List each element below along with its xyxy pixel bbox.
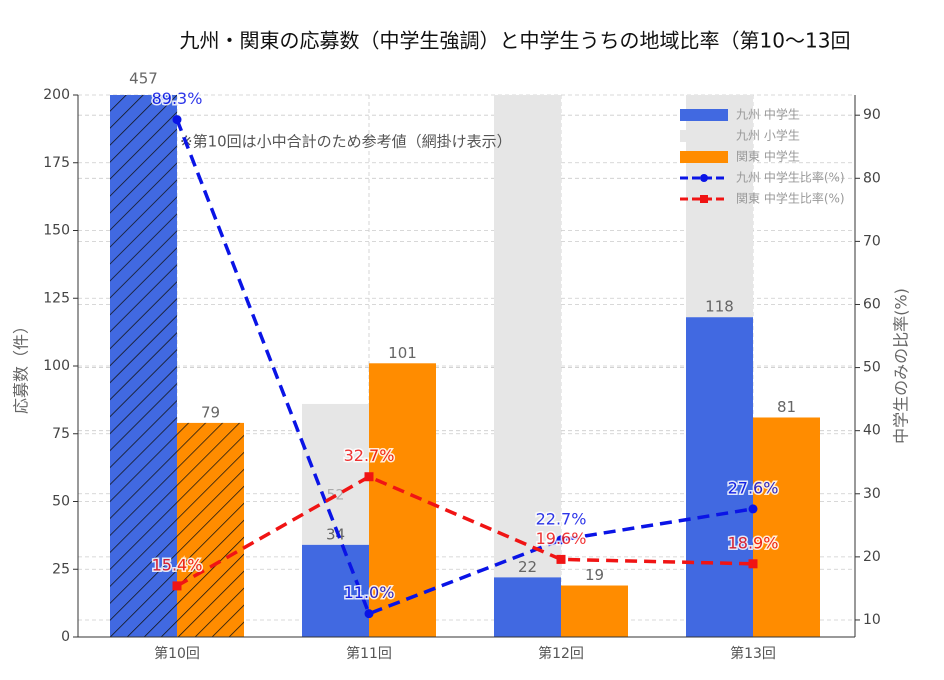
- line: [176, 474, 754, 588]
- line: [175, 118, 754, 616]
- marker: [172, 115, 182, 125]
- bar: [561, 585, 628, 637]
- legend-swatch: [680, 130, 728, 142]
- y2-tick-label: 10: [863, 612, 881, 628]
- line-value-label: 27.6%: [728, 478, 779, 497]
- marker: [748, 559, 758, 569]
- bar: [753, 417, 820, 637]
- bar-value-label: 457: [129, 70, 158, 88]
- y2-tick-label: 70: [863, 233, 881, 249]
- legend-label: 関東 中学生: [736, 149, 800, 164]
- marker: [556, 535, 566, 545]
- y-tick-label: 125: [43, 290, 70, 306]
- y2-tick-label: 20: [863, 549, 881, 565]
- bar: [302, 544, 369, 637]
- y-axis-label: 応募数（件）: [12, 318, 31, 414]
- y-tick-label: 0: [61, 629, 70, 645]
- y2-tick-label: 40: [863, 423, 881, 439]
- chart-title: 九州・関東の応募数（中学生強調）と中学生うちの地域比率（第10〜13回: [180, 29, 851, 53]
- bar-value-label: 34: [326, 525, 345, 543]
- y-tick-label: 100: [43, 358, 70, 374]
- y2-tick-label: 80: [863, 170, 881, 186]
- y2-tick-label: 60: [863, 296, 881, 312]
- y2-axis-label: 中学生のみの比率(%): [892, 288, 911, 444]
- bar-hatch: [177, 422, 244, 637]
- bar-value-label: 118: [705, 298, 734, 316]
- line-value-label: 18.9%: [728, 533, 779, 552]
- legend-label: 九州 中学生比率(%): [736, 170, 845, 185]
- bar: [302, 403, 369, 545]
- x-tick-label: 第10回: [154, 645, 200, 662]
- y-tick-label: 25: [52, 561, 70, 577]
- bar: [494, 95, 561, 578]
- y2-tick-label: 90: [863, 107, 881, 123]
- y-tick-label: 150: [43, 223, 70, 239]
- line-value-label: 19.6%: [536, 529, 587, 548]
- bar-value-label: 79: [201, 403, 220, 421]
- legend-label: 九州 小学生: [736, 128, 800, 143]
- marker: [364, 609, 374, 619]
- bar: [494, 577, 561, 637]
- marker: [364, 472, 374, 482]
- y-tick-label: 50: [52, 494, 70, 510]
- marker: [172, 581, 182, 591]
- line-value-label: 15.4%: [152, 555, 203, 574]
- bar-value-label: 101: [388, 344, 417, 362]
- bar: [686, 317, 753, 637]
- marker: [748, 504, 758, 514]
- legend-swatch: [680, 109, 728, 121]
- x-tick-label: 第13回: [730, 645, 776, 662]
- x-tick-label: 第12回: [538, 645, 584, 662]
- line-value-label: 11.0%: [344, 583, 395, 602]
- line-value-label: 22.7%: [536, 509, 587, 528]
- bar-hatch: [110, 95, 177, 637]
- line-value-label: 32.7%: [344, 446, 395, 465]
- y-tick-label: 75: [52, 426, 70, 442]
- bar-value-label: 22: [518, 558, 537, 576]
- legend-label: 関東 中学生比率(%): [736, 191, 845, 206]
- legend-swatch: [680, 151, 728, 163]
- annotation: ※第10回は小中合計のため参考値（網掛け表示）: [180, 133, 512, 151]
- y-tick-label: 200: [43, 87, 70, 103]
- legend-marker: [700, 195, 708, 203]
- y2-tick-label: 30: [863, 486, 881, 502]
- y2-tick-label: 50: [863, 360, 881, 376]
- y-tick-label: 175: [43, 155, 70, 171]
- bar-value-label: 19: [585, 566, 604, 584]
- marker: [556, 554, 566, 564]
- x-tick-label: 第11回: [346, 645, 392, 662]
- line-value-label: 89.3%: [152, 89, 203, 108]
- bar-value-label: 81: [777, 398, 796, 416]
- legend-label: 九州 中学生: [736, 107, 800, 122]
- legend-marker: [700, 174, 708, 182]
